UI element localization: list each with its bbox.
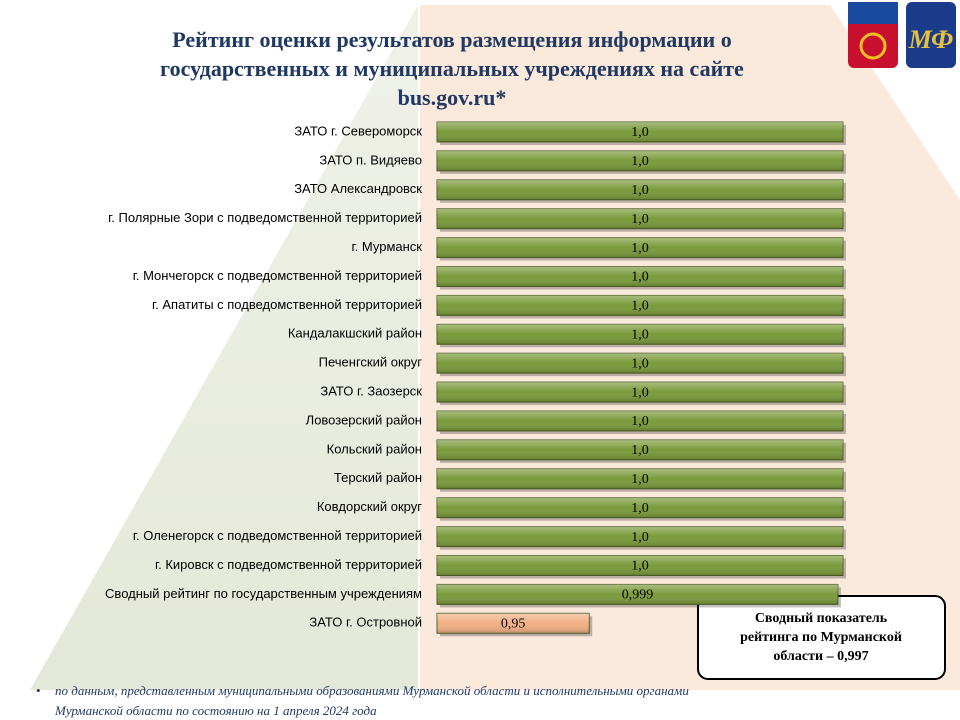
bar-sheen bbox=[437, 179, 843, 200]
y-tick-label: г. Апатиты с подведомственной территорие… bbox=[152, 297, 422, 312]
bar-sheen bbox=[437, 122, 843, 142]
bar-sheen bbox=[437, 208, 843, 229]
footnote: по данным, представленным муниципальными… bbox=[55, 683, 689, 698]
background-shape bbox=[30, 5, 418, 690]
value-label: 1,0 bbox=[631, 414, 649, 429]
annotation: Сводный показатель bbox=[755, 611, 888, 626]
value-label: 1,0 bbox=[631, 270, 649, 285]
y-tick-label: г. Мончегорск с подведомственной террито… bbox=[133, 268, 422, 283]
bar-sheen bbox=[437, 324, 843, 345]
y-tick-label: ЗАТО г. Островной bbox=[309, 615, 422, 630]
footnote: Мурманской области по состоянию на 1 апр… bbox=[54, 703, 377, 718]
bar-sheen bbox=[437, 237, 843, 258]
annotation: области – 0,997 bbox=[773, 649, 868, 664]
y-tick-label: ЗАТО п. Видяево bbox=[319, 152, 422, 167]
value-label: 1,0 bbox=[631, 154, 649, 169]
y-tick-label: г. Мурманск bbox=[352, 239, 423, 254]
value-label: 0,95 bbox=[501, 617, 526, 632]
bar-sheen bbox=[437, 555, 843, 576]
bar-sheen bbox=[437, 150, 843, 171]
logos: МФ bbox=[848, 2, 956, 68]
y-tick-label: г. Кировск с подведомственной территорие… bbox=[155, 557, 422, 572]
bar-sheen bbox=[437, 266, 843, 287]
y-tick-label: Ловозерский район bbox=[306, 412, 422, 427]
value-label: 1,0 bbox=[631, 299, 649, 314]
bar-sheen bbox=[437, 353, 843, 374]
bar-sheen bbox=[437, 411, 843, 431]
chart-title: Рейтинг оценки результатов размещения ин… bbox=[172, 27, 731, 52]
bar-sheen bbox=[437, 439, 843, 460]
annotation: рейтинга по Мурманской bbox=[740, 630, 902, 645]
y-tick-label: Кольский район bbox=[327, 441, 422, 456]
y-tick-label: Терский район bbox=[334, 470, 422, 485]
value-label: 1,0 bbox=[631, 501, 649, 516]
value-label: 1,0 bbox=[631, 530, 649, 545]
value-label: 1,0 bbox=[631, 385, 649, 400]
value-label: 0,999 bbox=[622, 588, 654, 603]
y-tick-label: Сводный рейтинг по государственным учреж… bbox=[105, 586, 422, 601]
bar-sheen bbox=[437, 497, 843, 518]
y-tick-label: Кандалакшский район bbox=[288, 326, 422, 341]
y-tick-label: г. Оленегорск с подведомственной террито… bbox=[133, 528, 422, 543]
svg-text:МФ: МФ bbox=[908, 25, 954, 54]
bar-sheen bbox=[437, 613, 590, 634]
y-tick-label: ЗАТО Александровск bbox=[294, 181, 422, 196]
y-tick-label: г. Полярные Зори с подведомственной терр… bbox=[108, 210, 422, 225]
chart-title: bus.gov.ru* bbox=[398, 85, 507, 110]
value-label: 1,0 bbox=[631, 443, 649, 458]
chart-title: государственных и муниципальных учрежден… bbox=[160, 56, 744, 81]
value-label: 1,0 bbox=[631, 212, 649, 227]
value-label: 1,0 bbox=[631, 183, 649, 198]
bar-sheen bbox=[437, 382, 843, 403]
value-label: 1,0 bbox=[631, 328, 649, 343]
value-label: 1,0 bbox=[631, 125, 649, 140]
bullet: • bbox=[36, 683, 41, 698]
y-tick-label: Ковдорский округ bbox=[317, 499, 422, 514]
y-tick-label: ЗАТО г. Заозерск bbox=[320, 384, 422, 399]
background-shape bbox=[420, 5, 960, 690]
y-tick-label: Печенгский округ bbox=[319, 355, 423, 370]
bar-sheen bbox=[437, 295, 843, 316]
value-label: 1,0 bbox=[631, 356, 649, 371]
bar-sheen bbox=[437, 584, 838, 605]
y-tick-label: ЗАТО г. Североморск bbox=[294, 123, 422, 138]
value-label: 1,0 bbox=[631, 472, 649, 487]
value-label: 1,0 bbox=[631, 559, 649, 574]
value-label: 1,0 bbox=[631, 241, 649, 256]
bar-sheen bbox=[437, 526, 843, 547]
bar-sheen bbox=[437, 468, 843, 489]
